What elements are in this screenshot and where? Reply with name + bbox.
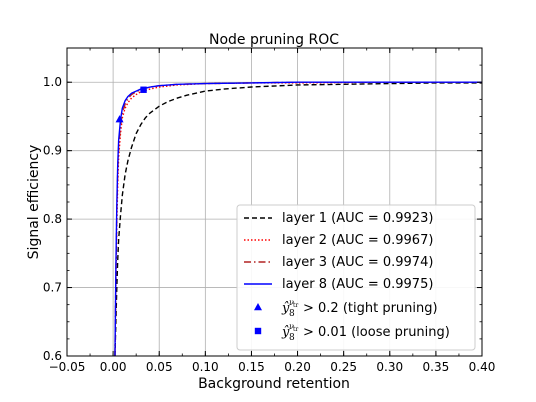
- marker-triangle: [115, 115, 124, 123]
- legend-box: [236, 204, 476, 351]
- legend-math-label-2: ŷ 8 ν tr > 0.01 (loose pruning): [281, 322, 450, 343]
- legend-marker-square: [254, 327, 262, 335]
- legend-math-label-1: ŷ 8 ν tr > 0.2 (tight pruning): [281, 298, 438, 319]
- legend-math-sub: 8: [289, 309, 295, 319]
- markers: [115, 86, 147, 123]
- x-tick-label: 0.10: [192, 360, 219, 374]
- x-tick-label: 0.30: [376, 360, 403, 374]
- series-lines: [114, 81, 482, 357]
- legend-math-rest: > 0.01 (loose pruning): [303, 325, 450, 340]
- series-line-1: [114, 82, 482, 357]
- x-tick-label: 0.40: [469, 360, 496, 374]
- x-tick-label: 0.05: [146, 360, 173, 374]
- series-line-4: [114, 81, 482, 357]
- legend-math-sup: ν: [289, 298, 294, 307]
- legend-marker-triangle: [254, 303, 262, 311]
- y-tick-labels: 0.6 0.7 0.8 0.9 1.0: [43, 75, 62, 363]
- x-tick-label: 0.15: [238, 360, 265, 374]
- x-tick-label: −0.05: [49, 360, 86, 374]
- legend-entries: layer 1 (AUC = 0.9923) layer 2 (AUC = 0.9…: [244, 211, 450, 343]
- x-tick-label: 0.20: [284, 360, 311, 374]
- x-tick-label: 0.35: [423, 360, 450, 374]
- chart-title: Node pruning ROC: [209, 32, 339, 48]
- legend-math-rest: > 0.2 (tight pruning): [303, 301, 438, 316]
- legend-math-var: ŷ: [281, 325, 290, 340]
- y-tick-label: 0.8: [43, 212, 62, 226]
- legend-math-var: ŷ: [281, 301, 290, 316]
- legend-math-sub: 8: [289, 333, 295, 343]
- ticks: [66, 47, 483, 357]
- x-tick-label: 0.00: [100, 360, 127, 374]
- x-tick-label: 0.25: [330, 360, 357, 374]
- y-tick-label: 0.9: [43, 144, 62, 158]
- y-tick-label: 0.6: [43, 349, 62, 363]
- y-tick-label: 0.7: [43, 281, 62, 295]
- legend-math-sup: ν: [289, 322, 294, 331]
- legend-math-supsub: tr: [293, 302, 298, 309]
- legend-label-1: layer 1 (AUC = 0.9923): [282, 211, 433, 226]
- legend-label-3: layer 3 (AUC = 0.9974): [282, 255, 433, 270]
- legend-label-4: layer 8 (AUC = 0.9975): [282, 277, 433, 292]
- legend-label-2: layer 2 (AUC = 0.9967): [282, 233, 433, 248]
- legend: layer 1 (AUC = 0.9923) layer 2 (AUC = 0.9…: [236, 204, 476, 351]
- y-axis-title: Signal efficiency: [26, 145, 42, 260]
- legend-math-supsub: tr: [293, 326, 298, 333]
- x-axis-title: Background retention: [198, 376, 350, 392]
- y-tick-label: 1.0: [43, 75, 62, 89]
- x-tick-labels: −0.05 0.00 0.05 0.10 0.15 0.20 0.25 0.30 0.35 0.4…: [49, 360, 496, 374]
- marker-square: [140, 86, 147, 93]
